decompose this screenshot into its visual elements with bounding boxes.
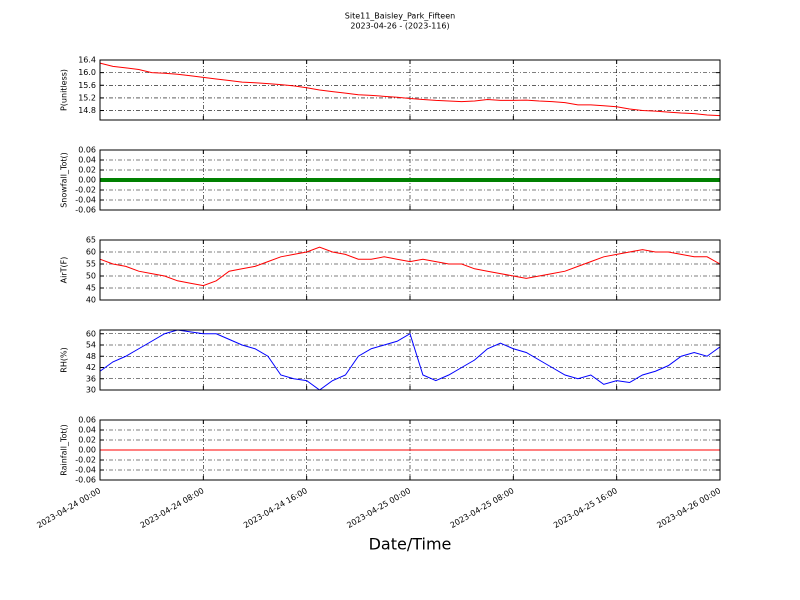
y-tick-label: 30: [86, 386, 96, 395]
y-tick-label: 65: [86, 236, 96, 245]
x-tick-label: 2023-04-25 08:00: [449, 486, 516, 530]
y-tick-label: 42: [86, 363, 96, 372]
y-tick-label: 40: [86, 296, 96, 305]
x-tick-label: 2023-04-25 00:00: [345, 486, 412, 530]
y-tick-label: -0.06: [75, 476, 96, 485]
y-tick-label: 0.02: [78, 436, 96, 445]
y-tick-label: -0.04: [75, 196, 96, 205]
y-axis-label: Rainfall_Tot(): [60, 424, 69, 476]
y-tick-label: 50: [86, 272, 96, 281]
plot-frame: [99, 419, 721, 481]
x-tick-label: 2023-04-24 00:00: [35, 486, 102, 530]
data-line: [99, 329, 721, 391]
y-axis-label: P(unitless): [60, 69, 69, 111]
y-tick-label: 16.4: [78, 56, 96, 65]
y-tick-label: 55: [86, 260, 96, 269]
y-tick-label: 0.00: [78, 446, 96, 455]
plot-frame: [99, 239, 721, 301]
y-axis-label: RH(%): [60, 347, 69, 372]
data-line: [99, 62, 721, 117]
x-axis-label: Date/Time: [369, 535, 452, 554]
y-tick-label: 54: [86, 341, 96, 350]
y-tick-label: 14.8: [78, 106, 96, 115]
y-tick-label: -0.02: [75, 186, 96, 195]
plot-frame: [99, 329, 721, 391]
y-tick-label: 0.00: [78, 176, 96, 185]
data-line: [99, 246, 721, 287]
plot-frame: [99, 149, 721, 211]
chart-title: Site11_Baisley_Park_Fifteen: [345, 12, 455, 21]
y-tick-label: 15.6: [78, 81, 96, 90]
x-tick-label: 2023-04-24 16:00: [242, 486, 309, 530]
y-axis-label: Snowfall_Tot(): [60, 152, 69, 208]
y-tick-label: 60: [86, 248, 96, 257]
y-tick-label: 15.2: [78, 93, 96, 102]
y-axis-label: AirT(F): [60, 257, 69, 284]
y-tick-label: 48: [86, 352, 96, 361]
y-tick-label: -0.06: [75, 206, 96, 215]
y-tick-label: -0.02: [75, 456, 96, 465]
x-tick-label: 2023-04-26 00:00: [655, 486, 722, 530]
y-tick-label: 0.02: [78, 166, 96, 175]
x-tick-label: 2023-04-24 08:00: [139, 486, 206, 530]
y-tick-label: 36: [86, 374, 96, 383]
y-tick-label: 0.04: [78, 426, 96, 435]
y-tick-label: 60: [86, 329, 96, 338]
y-tick-label: 0.06: [78, 416, 96, 425]
y-tick-label: -0.04: [75, 466, 96, 475]
plot-frame: [99, 59, 721, 121]
chart-subtitle: 2023-04-26 - (2023-116): [350, 22, 449, 31]
y-tick-label: 45: [86, 284, 96, 293]
x-tick-label: 2023-04-25 16:00: [552, 486, 619, 530]
y-tick-label: 16.0: [78, 68, 96, 77]
y-tick-label: 0.06: [78, 146, 96, 155]
y-tick-label: 0.04: [78, 156, 96, 165]
